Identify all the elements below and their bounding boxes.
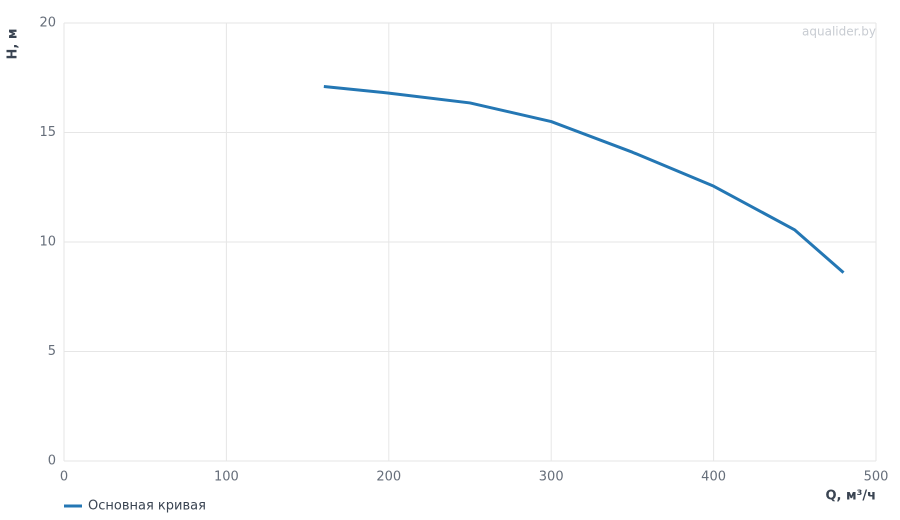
x-tick-label: 500 <box>864 470 889 485</box>
y-tick-label: 20 <box>39 16 56 31</box>
x-axis-label: Q, м³/ч <box>825 489 876 504</box>
x-tick-label: 400 <box>701 470 726 485</box>
line-series <box>323 85 845 274</box>
y-axis-label: H, м <box>6 29 21 60</box>
x-tick-label: 0 <box>60 470 68 485</box>
y-tick-label: 15 <box>39 125 56 140</box>
x-tick-label: 200 <box>376 470 401 485</box>
y-tick-label: 0 <box>48 454 56 469</box>
y-tick-label: 10 <box>39 235 56 250</box>
y-tick-label: 5 <box>48 344 56 359</box>
legend-label: Основная кривая <box>88 499 206 514</box>
watermark: aqualider.by <box>802 25 876 39</box>
x-tick-label: 300 <box>539 470 564 485</box>
x-tick-label: 100 <box>214 470 239 485</box>
